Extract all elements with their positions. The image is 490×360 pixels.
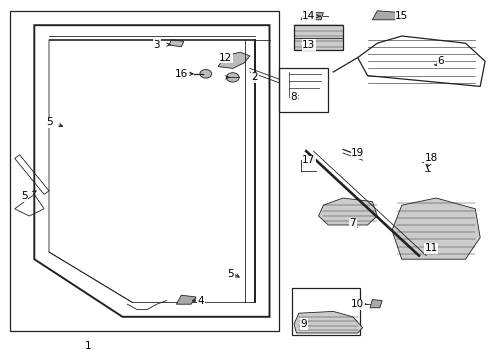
Polygon shape (318, 198, 377, 225)
Text: 11: 11 (424, 243, 438, 253)
Polygon shape (392, 198, 480, 259)
Text: 15: 15 (395, 11, 409, 21)
Polygon shape (169, 40, 184, 47)
Text: 10: 10 (351, 299, 364, 309)
Text: 13: 13 (302, 40, 316, 50)
Polygon shape (294, 25, 343, 50)
Bar (279, 68, 328, 112)
Text: 8: 8 (291, 92, 297, 102)
Text: 14: 14 (302, 11, 316, 21)
Polygon shape (370, 300, 382, 308)
Text: 17: 17 (302, 155, 316, 165)
Text: 9: 9 (300, 319, 307, 329)
Polygon shape (218, 52, 250, 68)
Polygon shape (372, 11, 402, 20)
Text: 5: 5 (21, 191, 28, 201)
Bar (292, 288, 360, 335)
Text: 12: 12 (219, 53, 232, 63)
Text: 18: 18 (424, 153, 438, 163)
Circle shape (226, 73, 239, 82)
Text: 16: 16 (174, 69, 188, 79)
Polygon shape (301, 13, 323, 20)
Text: 5: 5 (227, 269, 234, 279)
Text: 6: 6 (438, 56, 444, 66)
Text: 19: 19 (351, 148, 365, 158)
Circle shape (200, 69, 212, 78)
Text: 4: 4 (197, 296, 204, 306)
Polygon shape (176, 295, 196, 304)
Text: 2: 2 (251, 72, 258, 82)
Text: 7: 7 (349, 218, 356, 228)
Text: 1: 1 (85, 341, 92, 351)
Bar (10, 11, 279, 331)
Polygon shape (294, 311, 363, 333)
Text: 5: 5 (46, 117, 52, 127)
Text: 3: 3 (153, 40, 160, 50)
